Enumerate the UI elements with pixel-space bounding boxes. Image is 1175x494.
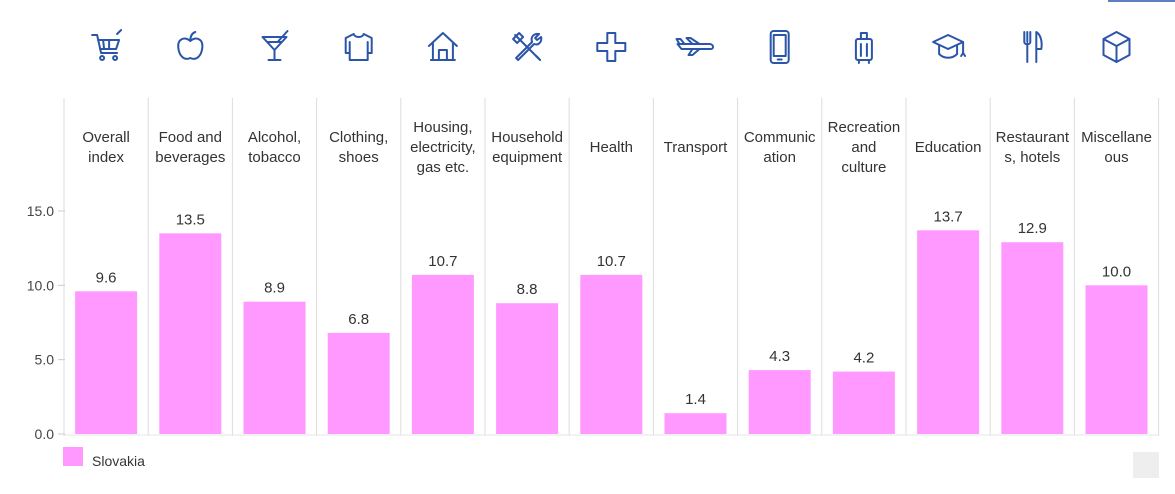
y-tick-label: 5.0 (35, 352, 55, 368)
suitcase-icon (854, 32, 873, 64)
graduation-cap-icon (932, 34, 967, 59)
bar[interactable] (748, 370, 811, 434)
category-label: Recreation and culture (828, 119, 901, 176)
value-label: 12.9 (1018, 220, 1047, 237)
category-label: Communic ation (744, 129, 816, 166)
y-tick-label: 15.0 (27, 203, 54, 219)
bar[interactable] (1085, 285, 1148, 434)
cocktail-glass-icon (261, 30, 289, 61)
bar[interactable] (832, 371, 895, 434)
category-label: Restaurant s, hotels (996, 129, 1070, 166)
category-label: Miscellane ous (1081, 129, 1152, 166)
value-label: 10.7 (597, 253, 626, 270)
y-tick-label: 10.0 (27, 277, 54, 293)
category-label: Alcohol, tobacco (248, 129, 301, 166)
value-label: 9.6 (96, 269, 117, 286)
value-label: 10.0 (1102, 263, 1131, 280)
fork-knife-icon (1023, 31, 1043, 63)
value-label: 10.7 (428, 253, 457, 270)
value-label: 6.8 (348, 311, 369, 328)
legend-swatch[interactable] (63, 447, 83, 466)
legend-label[interactable]: Slovakia (92, 453, 145, 469)
corner-handle[interactable] (1133, 452, 1159, 478)
bar[interactable] (496, 303, 559, 434)
house-icon (427, 32, 458, 61)
y-tick-label: 0.0 (35, 426, 55, 442)
category-label: Household equipment (491, 129, 563, 166)
bar[interactable] (664, 413, 727, 434)
value-label: 8.9 (264, 280, 285, 297)
category-label: Transport (664, 139, 728, 156)
mobile-phone-icon (769, 30, 790, 64)
shopping-cart-icon (91, 29, 123, 61)
bar[interactable] (243, 301, 306, 434)
category-label: Health (590, 139, 633, 156)
health-cross-icon (596, 32, 627, 62)
category-label: Education (915, 139, 982, 156)
category-label: Overall index (82, 129, 130, 166)
value-label: 13.5 (176, 211, 205, 228)
bar[interactable] (411, 274, 474, 434)
apple-icon (177, 31, 204, 60)
top-corner-tab (1108, 0, 1175, 2)
category-label: Food and beverages (155, 129, 225, 166)
value-label: 4.2 (853, 350, 874, 367)
bar[interactable] (1001, 242, 1064, 434)
bar[interactable] (75, 291, 138, 434)
category-label: Clothing, shoes (329, 129, 388, 166)
tools-icon (512, 32, 543, 61)
box-icon (1102, 31, 1131, 63)
bar[interactable] (580, 274, 643, 434)
shirt-icon (344, 33, 373, 61)
value-label: 4.3 (769, 348, 790, 365)
value-label: 13.7 (933, 208, 962, 225)
value-label: 1.4 (685, 391, 706, 408)
bar[interactable] (327, 332, 390, 434)
bar[interactable] (917, 230, 980, 434)
airplane-icon (675, 37, 714, 56)
value-label: 8.8 (517, 281, 538, 298)
category-label: Housing, electricity, gas etc. (410, 119, 476, 176)
bar[interactable] (159, 233, 222, 434)
